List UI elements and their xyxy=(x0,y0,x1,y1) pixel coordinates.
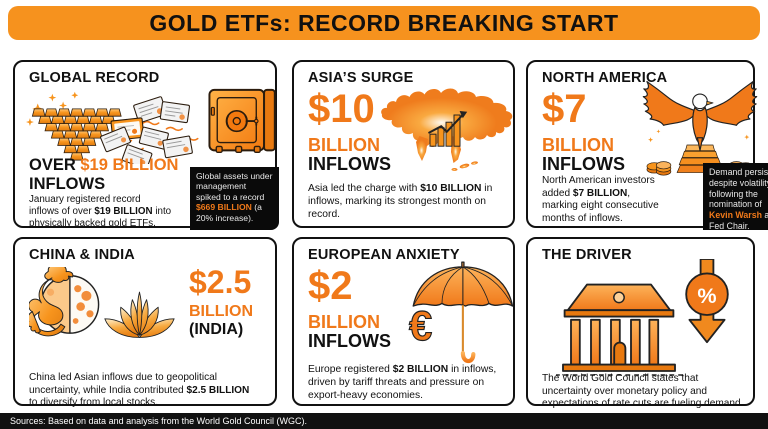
svg-text:%: % xyxy=(697,283,716,308)
svg-text:€: € xyxy=(409,302,432,349)
